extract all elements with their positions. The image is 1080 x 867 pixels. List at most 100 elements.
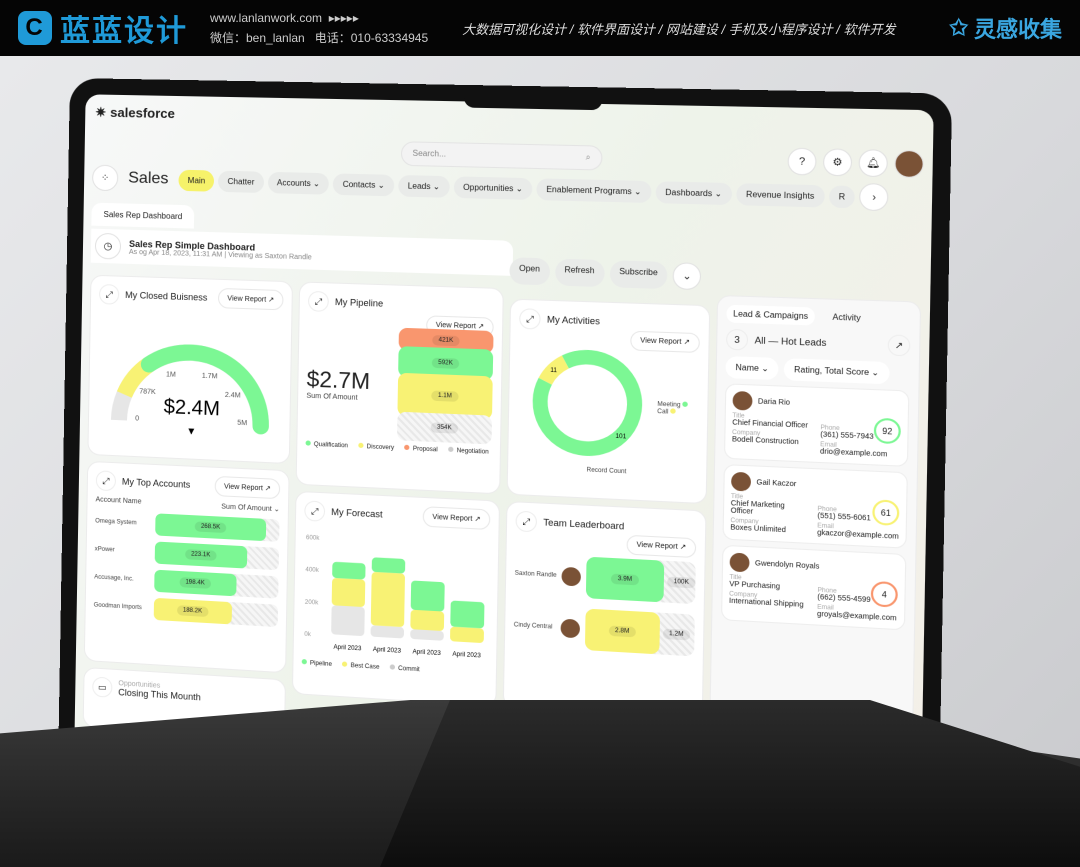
forecast-bar-pipeline (450, 600, 485, 629)
card-title: My Top Accounts (121, 476, 191, 490)
expand-icon[interactable]: ⤢ (98, 283, 120, 305)
account-bar: 268.5K (155, 513, 267, 542)
table-row[interactable]: Accusage, Inc. 198.4K (94, 566, 279, 599)
table-row[interactable]: Goodman Imports 188.2K (93, 594, 279, 628)
view-report-label: View Report (636, 541, 678, 551)
table-row[interactable]: Omega System 268.5K (95, 510, 280, 542)
app-launcher-icon[interactable]: ⁘ (91, 164, 119, 192)
briefcase-icon: ▭ (92, 676, 113, 698)
tab-9[interactable]: R (828, 184, 856, 208)
forecast-bar-best-case (370, 571, 406, 628)
view-report-button[interactable]: View Report ↗ (218, 287, 284, 311)
legend-item: Qualification (305, 440, 349, 450)
tab-activity[interactable]: Activity (832, 312, 861, 323)
rating-filter[interactable]: Rating, Total Score ⌄ (783, 358, 890, 385)
legend-item: Commit (389, 664, 420, 674)
list-view-name[interactable]: All — Hot Leads (754, 335, 827, 349)
bar-track: 2.8M 1.2M (584, 608, 695, 657)
tab-6[interactable]: Enablement Programs ⌄ (536, 177, 652, 203)
tab-3[interactable]: Contacts ⌄ (333, 172, 395, 196)
lead-card[interactable]: Gail Kaczor Title Chief Marketing Officer… (722, 464, 908, 549)
brand-logo: C 蓝蓝设计 (18, 6, 188, 50)
avatar (561, 566, 582, 587)
chevron-right-icon[interactable]: › (859, 182, 889, 212)
brand-name: 蓝蓝设计 (60, 15, 188, 48)
account-name: Omega System (95, 518, 137, 527)
open-arrow-icon[interactable]: ↗ (887, 334, 911, 357)
bar-label: 223.1K (184, 549, 217, 561)
segment-label: 354K (430, 422, 459, 434)
account-bar: 198.4K (154, 569, 237, 597)
expand-icon[interactable]: ⤢ (95, 470, 117, 492)
legend-label: Qualification (313, 441, 349, 450)
tab-8[interactable]: Revenue Insights (736, 182, 825, 207)
pipeline-value: $2.7M (306, 365, 371, 394)
account-bar: 223.1K (154, 541, 248, 569)
account-name: Goodman Imports (93, 602, 142, 612)
tab-4[interactable]: Leads ⌄ (398, 174, 450, 198)
expand-icon[interactable]: ⤢ (307, 290, 329, 312)
bar-track: 268.5K (155, 513, 280, 542)
legend-label: Commit (398, 665, 420, 674)
bar-track: 223.1K (154, 541, 280, 571)
avatar (729, 552, 750, 573)
tab-5[interactable]: Opportunities ⌄ (453, 175, 533, 200)
name-filter[interactable]: Name ⌄ (725, 356, 779, 381)
view-report-label: View Report (227, 295, 267, 304)
forecast-card: ⤢ My Forecast View Report ↗ 600k 400k 200k 0k… (291, 490, 501, 707)
search-input[interactable]: Search... ⌕ (400, 141, 603, 171)
leaderboard-row[interactable]: Saxton Randle 3.9M 100K (514, 553, 696, 605)
card-title: My Closed Buisness (125, 289, 208, 303)
lead-card[interactable]: Gwendolyn Royals Title VP Purchasing Compa… (720, 544, 907, 631)
search-icon: ⌕ (585, 152, 591, 162)
lead-card[interactable]: Daria Rio Title Chief Financial Officer Co… (723, 383, 910, 467)
account-bar: 188.2K (153, 597, 232, 625)
banner: C 蓝蓝设计 www.lanlanwork.com ▸▸▸▸▸ 微信：ben_la… (0, 0, 1080, 56)
help-icon[interactable]: ? (787, 147, 817, 176)
avatar[interactable] (894, 149, 924, 179)
refresh-button[interactable]: Refresh (554, 258, 605, 288)
subscribe-button[interactable]: Subscribe (609, 260, 668, 290)
view-report-button[interactable]: View Report ↗ (626, 534, 697, 559)
tab-2[interactable]: Accounts ⌄ (267, 171, 330, 195)
card-title: Team Leaderboard (543, 517, 625, 532)
expand-icon[interactable]: ⤢ (304, 500, 326, 522)
legend-item: Proposal (404, 444, 438, 453)
y-tick: 0k (304, 632, 311, 638)
view-report-button[interactable]: View Report ↗ (214, 475, 281, 500)
leaderboard-row[interactable]: Cindy Central 2.8M 1.2M (513, 605, 695, 657)
gauge-tick: 5M (237, 420, 247, 428)
avatar (560, 618, 581, 639)
legend-label: Negotiation (456, 448, 489, 456)
tab-sales-rep-dashboard[interactable]: Sales Rep Dashboard (91, 202, 195, 229)
view-report-label: View Report (224, 483, 263, 493)
account-name: xPower (94, 546, 115, 554)
avatar (732, 390, 753, 411)
chevron-down-icon[interactable]: ⌄ (672, 262, 702, 291)
rep-name: Cindy Central (513, 622, 553, 631)
table-row[interactable]: xPower 223.1K (94, 538, 280, 571)
gauge-value: $2.4M (163, 396, 220, 421)
tab-7[interactable]: Dashboards ⌄ (655, 180, 733, 205)
y-tick: 400k (305, 567, 319, 574)
services: 大数据可视化设计 / 软件界面设计 / 网站建设 / 手机及小程序设计 / 软件… (462, 21, 896, 37)
tab-0[interactable]: Main (178, 169, 215, 192)
expand-icon[interactable]: ⤢ (515, 510, 538, 533)
card-title: My Activities (546, 314, 601, 327)
notification-icon[interactable]: 🔔︎ (858, 149, 889, 178)
salesforce-logo: ✷ salesforce (95, 105, 175, 123)
rep-name: Saxton Randle (514, 570, 557, 579)
settings-icon[interactable]: ⚙ (822, 148, 853, 177)
expand-icon[interactable]: ⤢ (519, 308, 541, 330)
remaining-label: 100K (667, 576, 696, 589)
x-tick: April 2023 (333, 645, 362, 653)
tab-lead-campaigns[interactable]: Lead & Campaigns (726, 304, 815, 326)
donut-chart: 101 11 (517, 340, 659, 470)
lead-name: Gwendolyn Royals (754, 559, 820, 571)
sort-dropdown[interactable]: Sum Of Amount ⌄ (221, 503, 280, 514)
legend-label: Best Case (350, 662, 380, 671)
gauge-tick: 0 (135, 416, 139, 423)
open-button[interactable]: Open (509, 257, 550, 286)
tab-1[interactable]: Chatter (218, 170, 264, 193)
x-tick: April 2023 (412, 649, 441, 657)
